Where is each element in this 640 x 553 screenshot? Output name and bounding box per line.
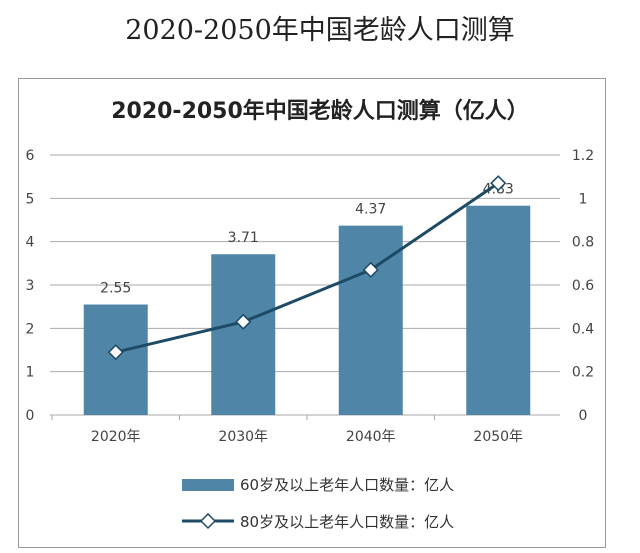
right-tick-label: 0.8	[572, 235, 594, 251]
legend-line-marker	[182, 512, 234, 530]
legend-bar-swatch	[182, 479, 234, 491]
left-tick-label: 0	[26, 408, 35, 424]
line-point-marker	[490, 175, 507, 192]
right-tick-label: 1.2	[572, 148, 594, 164]
legend-label: 80岁及以上老年人口数量：亿人	[240, 513, 455, 531]
legend-label: 60岁及以上老年人口数量：亿人	[240, 476, 455, 494]
bar	[211, 254, 276, 415]
left-tick-label: 2	[26, 321, 35, 337]
right-tick-label: 0.6	[572, 278, 594, 294]
line-point-marker	[235, 313, 252, 330]
right-tick-label: 1	[579, 191, 588, 207]
legend-item-bar: 60岁及以上老年人口数量：亿人	[182, 474, 455, 495]
left-tick-label: 3	[26, 278, 35, 294]
bar	[466, 205, 531, 415]
left-tick-label: 4	[26, 235, 35, 251]
page-title: 2020-2050年中国老龄人口测算	[125, 15, 515, 46]
x-tick-label: 2050年	[473, 429, 523, 445]
line-point-marker	[362, 261, 379, 278]
bar-data-label: 3.71	[228, 230, 259, 246]
left-tick-label: 5	[26, 191, 35, 207]
chart-frame	[18, 78, 606, 548]
right-tick-label: 0.2	[572, 365, 594, 381]
bar-data-label: 2.55	[100, 281, 131, 297]
x-tick-label: 2040年	[346, 429, 396, 445]
legend-item-line: 80岁及以上老年人口数量：亿人	[182, 511, 455, 532]
left-tick-label: 6	[26, 148, 35, 164]
chart-title: 2020-2050年中国老龄人口测算（亿人）	[111, 99, 529, 124]
right-tick-label: 0.4	[572, 321, 594, 337]
line-point-marker	[107, 344, 124, 361]
left-tick-label: 1	[26, 365, 35, 381]
right-tick-label: 0	[579, 408, 588, 424]
bar	[338, 225, 403, 415]
x-tick-label: 2030年	[218, 429, 268, 445]
bar-data-label: 4.37	[355, 202, 386, 218]
x-tick-label: 2020年	[91, 429, 141, 445]
line-series	[115, 181, 500, 354]
